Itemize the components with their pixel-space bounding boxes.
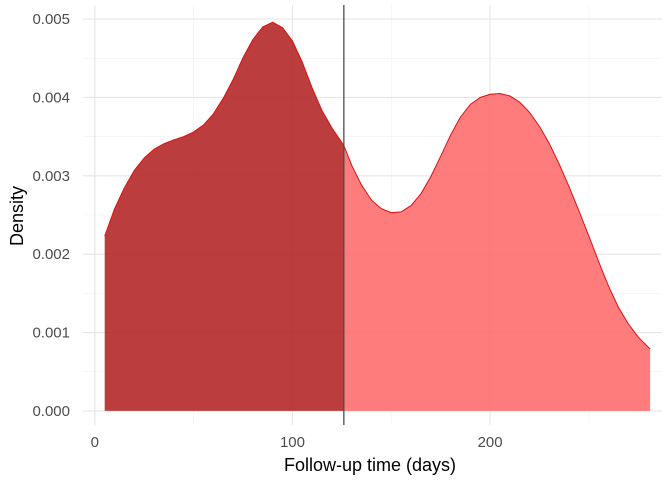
y-tick-label: 0.004 <box>32 89 70 106</box>
density-area-right <box>343 93 651 411</box>
x-axis-title: Follow-up time (days) <box>284 455 456 475</box>
density-area <box>104 5 651 425</box>
y-axis-ticks: 0.000 0.001 0.002 0.003 0.004 0.005 <box>32 11 70 420</box>
y-axis-title: Density <box>7 186 27 246</box>
y-tick-label: 0.003 <box>32 168 70 185</box>
x-tick-label: 200 <box>478 434 503 451</box>
x-tick-label: 100 <box>280 434 305 451</box>
density-area-left <box>104 22 344 411</box>
y-tick-label: 0.002 <box>32 246 70 263</box>
density-curve-line <box>104 21 651 350</box>
x-axis-ticks: 0 100 200 <box>91 434 503 451</box>
y-tick-label: 0.005 <box>32 11 70 28</box>
x-tick-label: 0 <box>91 434 99 451</box>
y-tick-label: 0.001 <box>32 325 70 342</box>
y-tick-label: 0.000 <box>32 403 70 420</box>
